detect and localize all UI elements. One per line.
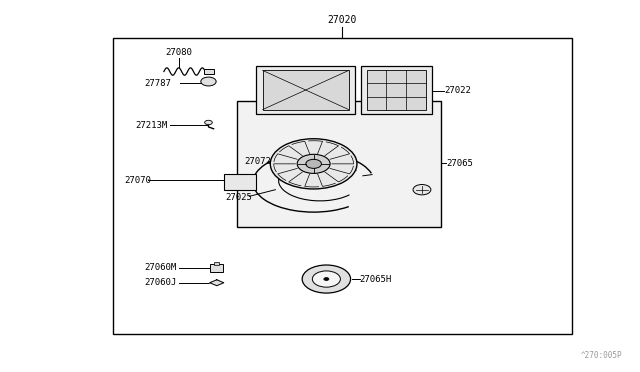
Text: 27213M: 27213M (135, 121, 168, 129)
Text: 27065: 27065 (446, 158, 473, 168)
Text: 27022: 27022 (444, 86, 471, 95)
Bar (362, 66, 431, 114)
Text: ^270:005P: ^270:005P (581, 351, 623, 360)
Text: 27060M: 27060M (145, 263, 177, 272)
Bar (204, 68, 214, 74)
Bar (262, 70, 349, 110)
Bar (367, 70, 426, 110)
Text: 27065H: 27065H (360, 275, 392, 283)
Circle shape (205, 120, 212, 125)
Text: 27025: 27025 (226, 193, 253, 202)
Text: 27070: 27070 (124, 176, 151, 185)
Bar (256, 66, 355, 114)
Circle shape (312, 271, 340, 287)
Polygon shape (210, 280, 224, 286)
Bar (225, 174, 256, 190)
Circle shape (297, 154, 330, 173)
Text: 27080: 27080 (165, 48, 192, 57)
Text: 27020: 27020 (328, 15, 357, 25)
Circle shape (201, 77, 216, 86)
Text: 27072: 27072 (245, 157, 272, 166)
Circle shape (324, 278, 329, 280)
Bar (237, 101, 441, 227)
Bar (113, 38, 572, 334)
Text: 27787: 27787 (145, 79, 172, 88)
Bar (211, 264, 223, 272)
Text: 27060J: 27060J (145, 278, 177, 287)
Circle shape (270, 139, 357, 189)
Circle shape (306, 159, 321, 169)
Bar (214, 262, 220, 264)
Circle shape (302, 265, 351, 293)
Circle shape (413, 185, 431, 195)
